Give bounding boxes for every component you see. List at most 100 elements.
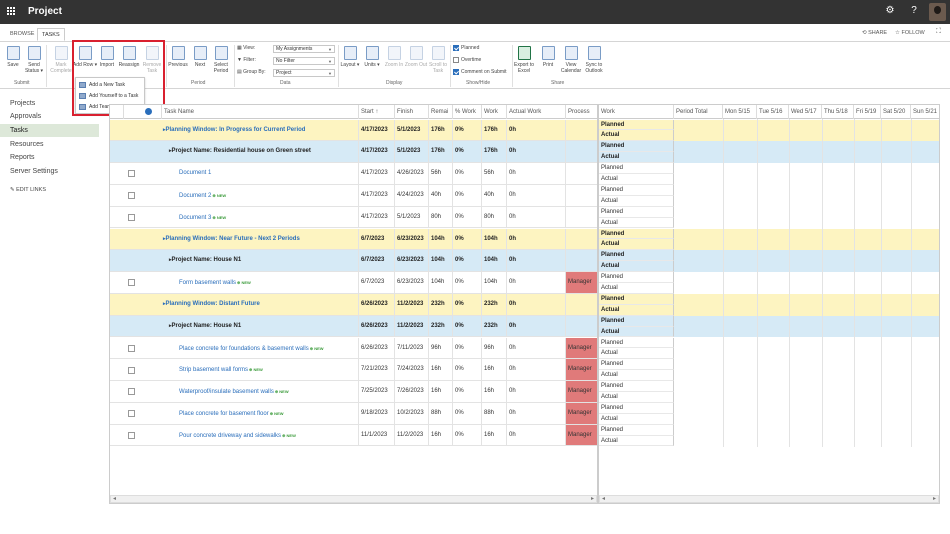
process-cell[interactable]: Manager [566, 337, 597, 359]
timephased-row[interactable]: Planned [599, 424, 939, 436]
work-cell[interactable]: 88h [482, 402, 507, 424]
finish-cell[interactable]: 6/23/2023 [395, 228, 429, 250]
task-name-text[interactable]: Place concrete for foundations & basemen… [179, 345, 309, 352]
finish-cell[interactable]: 7/24/2023 [395, 359, 429, 381]
header-period-total[interactable]: Period Total [674, 105, 723, 119]
finish-cell[interactable]: 10/2/2023 [395, 402, 429, 424]
timephased-row[interactable]: Planned [599, 337, 939, 349]
menu-add-team-tasks[interactable]: Add Team Tasks [78, 102, 126, 112]
task-name-text[interactable]: Project Name: Residential house on Green… [171, 148, 311, 155]
scroll-right-icon[interactable]: ▸ [590, 496, 594, 502]
header-finish[interactable]: Finish [395, 105, 429, 119]
share-button[interactable]: ⟲ SHARE [862, 30, 887, 36]
task-name-cell[interactable]: Form basement walls⊕ NEW [162, 272, 359, 293]
row-checkbox[interactable] [128, 432, 135, 440]
task-name-text[interactable]: Project Name: House N1 [171, 257, 242, 264]
timephased-row[interactable]: Actual [599, 435, 939, 447]
timephased-row[interactable]: Actual [599, 239, 939, 251]
actual-cell[interactable]: 0h [507, 206, 566, 228]
task-name-cell[interactable]: ▸Project Name: House N1 [162, 250, 359, 272]
task-name-text[interactable]: Planning Window: Distant Future [165, 300, 260, 307]
view-dropdown[interactable]: My Assignments ▼ [273, 45, 335, 53]
tab-browse[interactable]: BROWSE [10, 31, 35, 37]
finish-cell[interactable]: 11/2/2023 [395, 424, 429, 446]
timephased-row[interactable]: Planned [599, 163, 939, 174]
timephased-row[interactable]: Actual [599, 370, 939, 382]
select-period-button[interactable]: Select Period [208, 44, 234, 74]
planning-window-row[interactable]: ▸Planning Window: In Progress for Curren… [110, 119, 597, 142]
task-row[interactable]: Document 3⊕ NEW 4/17/2023 5/1/2023 80h 0% 80h… [110, 206, 597, 229]
process-cell[interactable] [566, 250, 597, 271]
send-status-button[interactable]: Send Status ▾ [21, 44, 47, 74]
actual-cell[interactable]: 0h [507, 402, 566, 424]
nav-item-projects[interactable]: Projects [10, 100, 36, 107]
actual-cell[interactable]: 0h [507, 184, 566, 206]
task-name-text[interactable]: Strip basement wall forms [179, 367, 249, 374]
actual-cell[interactable]: 0h [507, 293, 566, 315]
timephased-row[interactable]: Planned [599, 206, 939, 218]
remain-cell[interactable]: 16h [429, 359, 453, 381]
previous-button[interactable]: Previous [165, 44, 191, 68]
finish-cell[interactable]: 7/26/2023 [395, 381, 429, 402]
expand-collapse-icon[interactable]: ▸ [163, 235, 166, 242]
planned-checkbox[interactable]: Planned [453, 44, 479, 53]
finish-cell[interactable]: 11/2/2023 [395, 293, 429, 315]
sync-outlook-button[interactable]: Sync to Outlook [581, 44, 607, 74]
process-cell[interactable] [566, 316, 597, 337]
units-button[interactable]: Units ▾ [359, 44, 385, 68]
timephased-row[interactable]: Actual [599, 283, 939, 294]
actual-cell[interactable]: 0h [507, 424, 566, 446]
print-button[interactable]: Print [535, 44, 561, 68]
task-name-cell[interactable]: Pour concrete driveway and sidewalks⊕ NE… [162, 424, 359, 446]
timephased-row[interactable]: Planned [599, 359, 939, 371]
task-name-cell[interactable]: Place concrete for foundations & basemen… [162, 337, 359, 359]
process-cell[interactable]: Manager [566, 402, 597, 424]
work-cell[interactable]: 56h [482, 163, 507, 184]
work-cell[interactable]: 16h [482, 359, 507, 381]
header-day[interactable]: Thu 5/18 [822, 105, 854, 119]
pct-cell[interactable]: 0% [453, 424, 482, 446]
timephased-row[interactable]: Planned [599, 293, 939, 305]
actual-cell[interactable]: 0h [507, 228, 566, 250]
process-cell[interactable] [566, 207, 597, 228]
row-checkbox[interactable] [128, 170, 135, 178]
row-checkbox[interactable] [128, 366, 135, 374]
timephased-row[interactable]: Actual [599, 413, 939, 425]
scroll-right-icon[interactable]: ▸ [932, 496, 936, 502]
start-cell[interactable]: 4/17/2023 [359, 119, 395, 141]
planning-window-row[interactable]: ▸Planning Window: Near Future - Next 2 P… [110, 228, 597, 251]
start-cell[interactable]: 11/1/2023 [359, 424, 395, 446]
expand-collapse-icon[interactable]: ▸ [169, 322, 172, 329]
process-cell[interactable]: Manager [566, 272, 597, 293]
pct-cell[interactable]: 0% [453, 315, 482, 337]
timephased-row[interactable]: Planned [599, 184, 939, 196]
header-day[interactable]: Sat 5/20 [881, 105, 911, 119]
comment-checkbox[interactable]: Comment on Submit [453, 68, 507, 77]
work-cell[interactable]: 104h [482, 250, 507, 272]
timephased-row[interactable]: Planned [599, 272, 939, 283]
task-name-cell[interactable]: ▸Project Name: Residential house on Gree… [162, 141, 359, 163]
settings-gear-icon[interactable]: ⚙ [885, 5, 895, 16]
remain-cell[interactable]: 104h [429, 250, 453, 272]
row-checkbox[interactable] [128, 214, 135, 222]
process-cell[interactable]: Manager [566, 359, 597, 381]
follow-button[interactable]: ☆ FOLLOW [895, 30, 925, 36]
process-cell[interactable]: Manager [566, 381, 597, 402]
row-checkbox[interactable] [128, 344, 135, 352]
next-button[interactable]: Next [187, 44, 213, 68]
timephased-row[interactable]: Actual [599, 217, 939, 229]
task-row[interactable]: Document 2⊕ NEW 4/17/2023 4/24/2023 40h 0% 40… [110, 184, 597, 207]
timephased-row[interactable]: Actual [599, 261, 939, 273]
nav-item-tasks[interactable]: Tasks [0, 124, 99, 137]
header-task-name[interactable]: Task Name [162, 105, 359, 119]
actual-cell[interactable]: 0h [507, 163, 566, 184]
task-row[interactable]: Place concrete for foundations & basemen… [110, 337, 597, 360]
export-excel-button[interactable]: Export to Excel [511, 44, 537, 74]
task-name-cell[interactable]: Document 2⊕ NEW [162, 184, 359, 206]
row-checkbox[interactable] [128, 410, 135, 418]
overtime-checkbox[interactable]: Overtime [453, 56, 481, 65]
remain-cell[interactable]: 88h [429, 402, 453, 424]
pct-cell[interactable]: 0% [453, 402, 482, 424]
start-cell[interactable]: 4/17/2023 [359, 141, 395, 163]
task-row[interactable]: Form basement walls⊕ NEW 6/7/2023 6/23/202… [110, 272, 597, 294]
